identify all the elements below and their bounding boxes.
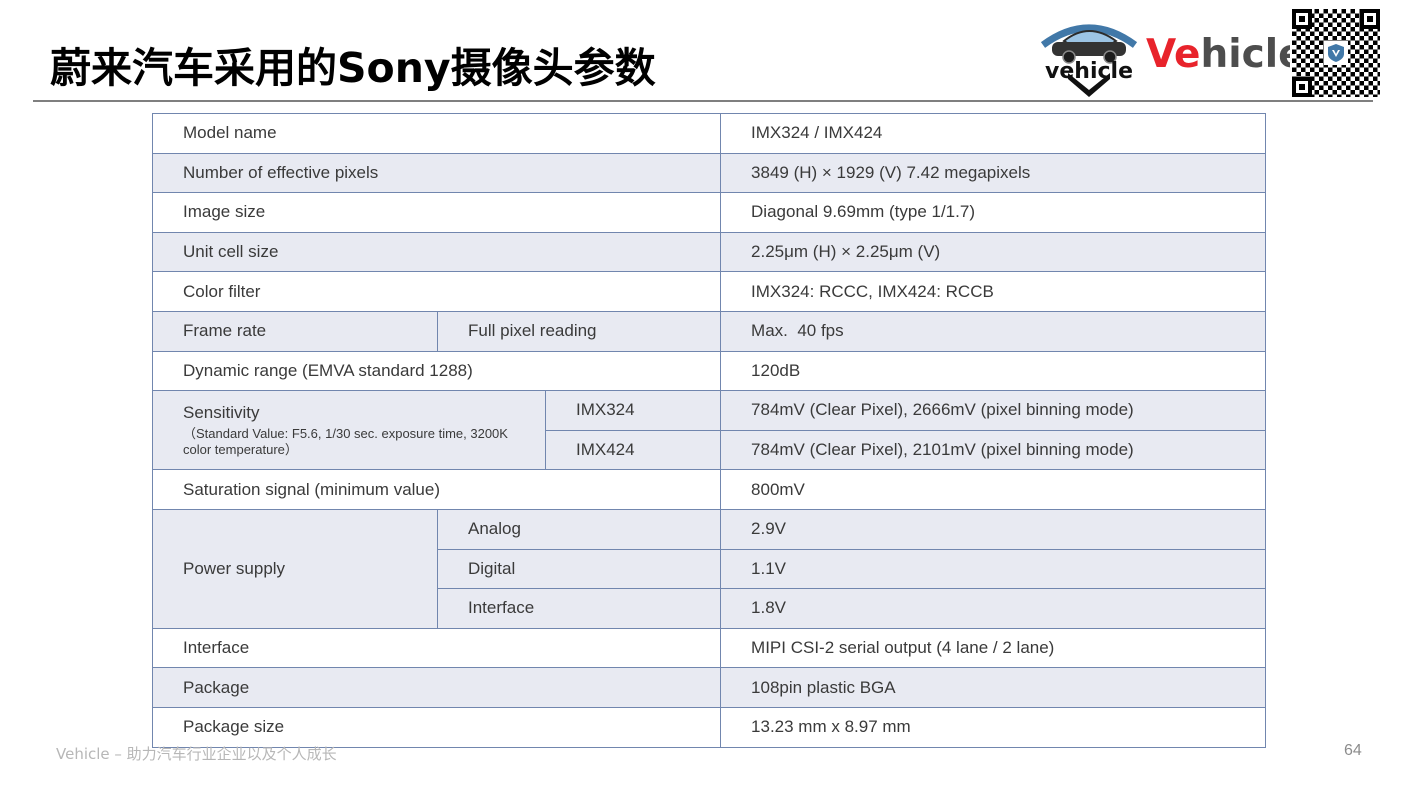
sensitivity-label-cell: Sensitivity （Standard Value: F5.6, 1/30 … xyxy=(152,390,546,471)
table-row: Number of effective pixels 3849 (H) × 19… xyxy=(151,152,1267,194)
wordmark-dark-part: hicle xyxy=(1200,32,1305,77)
spec-value-cell: 108pin plastic BGA xyxy=(720,667,1267,708)
spec-label-cell: Model name xyxy=(151,113,722,154)
qr-finder-bottom-left xyxy=(1292,77,1312,97)
table-row-sensitivity-imx324: Sensitivity （Standard Value: F5.6, 1/30 … xyxy=(152,390,1267,471)
page-title: 蔚来汽车采用的Sony摄像头参数 xyxy=(50,44,656,92)
table-row: Model name IMX324 / IMX424 xyxy=(151,113,1267,154)
spec-value-cell: 1.8V xyxy=(720,588,1267,629)
qr-finder-top-left xyxy=(1292,9,1312,29)
table-row-power-analog: Power supply Analog 2.9V xyxy=(152,508,1267,629)
spec-sublabel-cell: Full pixel reading xyxy=(436,310,722,352)
spec-label-cell: Unit cell size xyxy=(151,231,722,273)
power-type-cell: Digital xyxy=(436,548,722,590)
spec-value-cell: 120dB xyxy=(720,350,1267,392)
badge-arc xyxy=(1040,24,1138,48)
spec-value-cell: 1.1V xyxy=(720,548,1267,590)
qr-finder-top-right xyxy=(1360,9,1380,29)
brand-wordmark: Vehicle xyxy=(1146,32,1305,77)
qr-center-logo xyxy=(1324,41,1348,65)
power-type-cell: Interface xyxy=(436,588,722,629)
sensitivity-model-cell: IMX424 xyxy=(544,429,722,471)
spec-value-cell: IMX324 / IMX424 xyxy=(720,113,1267,154)
table-row: Image size Diagonal 9.69mm (type 1/1.7) xyxy=(151,192,1267,233)
table-row-power-interface: Interface 1.8V xyxy=(153,588,1267,629)
badge-chevron xyxy=(1068,73,1110,97)
spec-value-cell: 3849 (H) × 1929 (V) 7.42 megapixels xyxy=(720,152,1267,194)
power-supply-label-cell: Power supply xyxy=(152,508,438,629)
spec-label-cell: Image size xyxy=(151,192,722,233)
sensitivity-model-cell: IMX324 xyxy=(544,390,722,431)
footer-tagline: Vehicle – 助力汽车行业企业以及个人成长 xyxy=(56,745,337,763)
spec-value-cell: 800mV xyxy=(720,469,1267,510)
car-wheel-right xyxy=(1103,50,1117,64)
table-row: Color filter IMX324: RCCC, IMX424: RCCB xyxy=(151,271,1267,312)
spec-label-cell: Interface xyxy=(151,627,722,669)
spec-label-cell: Color filter xyxy=(151,271,722,312)
table-row-frame-rate: Frame rate Full pixel reading Max. 40 fp… xyxy=(152,310,1267,352)
page-number: 64 xyxy=(1344,742,1362,759)
table-row: Interface MIPI CSI-2 serial output (4 la… xyxy=(151,627,1267,669)
spec-label-cell: Package size xyxy=(151,706,722,748)
table-row-dynamic-range: Dynamic range (EMVA standard 1288) 120dB xyxy=(151,350,1267,392)
table-row-sensitivity-imx424: IMX424 784mV (Clear Pixel), 2101mV (pixe… xyxy=(153,429,1267,471)
spec-value-cell: 2.9V xyxy=(720,508,1267,550)
spec-value-cell: 784mV (Clear Pixel), 2101mV (pixel binni… xyxy=(720,429,1267,471)
title-underline xyxy=(33,100,1373,102)
table-row: Package size 13.23 mm x 8.97 mm xyxy=(151,706,1267,748)
car-wheel-left xyxy=(1062,50,1076,64)
spec-value-cell: IMX324: RCCC, IMX424: RCCB xyxy=(720,271,1267,312)
sensitivity-label: Sensitivity xyxy=(183,403,260,423)
power-type-cell: Analog xyxy=(436,508,722,550)
qr-code-icon xyxy=(1290,7,1382,99)
wordmark-red-part: Ve xyxy=(1146,32,1201,77)
spec-label-cell: Frame rate xyxy=(152,310,438,352)
spec-value-cell: 2.25μm (H) × 2.25μm (V) xyxy=(720,231,1267,273)
spec-label-cell: Number of effective pixels xyxy=(151,152,722,194)
spec-value-cell: 784mV (Clear Pixel), 2666mV (pixel binni… xyxy=(720,390,1267,431)
spec-label-cell: Package xyxy=(151,667,722,708)
spec-label-cell: Dynamic range (EMVA standard 1288) xyxy=(151,350,722,392)
badge-label: vehicle xyxy=(1045,59,1133,84)
spec-label-cell: Saturation signal (minimum value) xyxy=(151,469,722,510)
vehicle-badge-logo-icon: vehicle xyxy=(1040,24,1138,97)
table-row: Unit cell size 2.25μm (H) × 2.25μm (V) xyxy=(151,231,1267,273)
spec-value-cell: Max. 40 fps xyxy=(720,310,1267,352)
spec-value-cell: Diagonal 9.69mm (type 1/1.7) xyxy=(720,192,1267,233)
table-row-saturation: Saturation signal (minimum value) 800mV xyxy=(151,469,1267,510)
sensitivity-note: （Standard Value: F5.6, 1/30 sec. exposur… xyxy=(183,425,508,457)
qr-shield-icon xyxy=(1328,44,1344,62)
table-row-power-digital: Digital 1.1V xyxy=(153,548,1267,590)
table-row: Package 108pin plastic BGA xyxy=(151,667,1267,708)
spec-value-cell: 13.23 mm x 8.97 mm xyxy=(720,706,1267,748)
camera-spec-table: Model name IMX324 / IMX424 Number of eff… xyxy=(151,113,1267,748)
spec-value-cell: MIPI CSI-2 serial output (4 lane / 2 lan… xyxy=(720,627,1267,669)
